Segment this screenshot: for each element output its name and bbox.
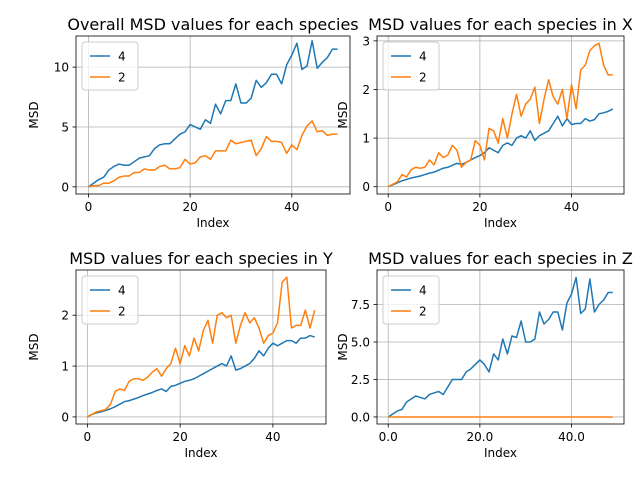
z-title: MSD values for each species in Z (368, 249, 633, 268)
x-ytick-label: 0 (362, 180, 370, 194)
z-legend: 42 (382, 275, 440, 325)
overall-series-line-2 (88, 120, 338, 188)
overall-legend-label-4: 4 (118, 50, 126, 64)
x-xtick-label: 0 (384, 200, 392, 214)
y-xtick-label: 20 (172, 430, 187, 444)
x-legend-label-4: 4 (419, 50, 427, 64)
y-xlabel: Index (184, 446, 217, 460)
z-ytick-label: 5.0 (351, 335, 370, 349)
x-ytick-label: 1 (362, 132, 370, 146)
subplot-y: 0 20 40 0 1 2 MSD values for each species in Y… (27, 249, 333, 460)
y-ytick-label: 2 (61, 309, 69, 323)
z-ytick-label: 0.0 (351, 410, 370, 424)
overall-legend-box (81, 41, 139, 91)
overall-xtick-label: 20 (182, 200, 197, 214)
overall-axes-frame (75, 35, 351, 195)
y-xtick-label: 40 (265, 430, 280, 444)
z-series-line-4 (387, 276, 613, 418)
z-ytick-label: 7.5 (351, 298, 370, 312)
y-ytick-label: 1 (61, 360, 69, 374)
z-axes-frame (376, 269, 625, 425)
z-ytick-label: 2.5 (351, 373, 370, 387)
overall-ytick-label: 5 (61, 120, 69, 134)
z-legend-label-4: 4 (419, 284, 427, 298)
y-legend: 42 (81, 275, 139, 325)
overall-title: Overall MSD values for each species (67, 15, 358, 34)
y-series-line-2 (86, 276, 316, 418)
z-xlabel: Index (484, 446, 517, 460)
y-title: MSD values for each species in Y (69, 249, 333, 268)
x-title: MSD values for each species in X (368, 15, 633, 34)
overall-xlabel: Index (196, 216, 229, 230)
subplot-overall: 0 20 40 0 5 10 Overall MSD values for each spe… (27, 15, 359, 230)
z-xtick-label: 20.0 (467, 430, 494, 444)
z-legend-box (382, 275, 440, 325)
x-ytick-label: 3 (362, 34, 370, 48)
overall-ylabel: MSD (27, 101, 41, 128)
x-series-line-4 (387, 108, 614, 188)
z-legend-label-2: 2 (419, 305, 427, 319)
y-ytick-label: 0 (61, 410, 69, 424)
y-legend-label-2: 2 (118, 305, 126, 319)
overall-ytick-label: 0 (61, 180, 69, 194)
x-ytick-label: 2 (362, 83, 370, 97)
z-ylabel: MSD (336, 333, 350, 360)
y-axes-frame (75, 269, 327, 425)
overall-xtick-label: 40 (284, 200, 299, 214)
x-xtick-label: 40 (564, 200, 579, 214)
x-xtick-label: 20 (472, 200, 487, 214)
x-axes-frame (376, 35, 625, 195)
x-legend: 42 (382, 41, 440, 91)
y-legend-label-4: 4 (118, 284, 126, 298)
y-xtick-label: 0 (84, 430, 92, 444)
overall-legend: 42 (81, 41, 139, 91)
x-ylabel: MSD (336, 101, 350, 128)
y-series-line-4 (86, 334, 315, 418)
y-ylabel: MSD (27, 333, 41, 360)
overall-xtick-label: 0 (85, 200, 93, 214)
y-legend-box (81, 275, 139, 325)
overall-legend-label-2: 2 (118, 71, 126, 85)
x-xlabel: Index (484, 216, 517, 230)
z-xtick-label: 0.0 (379, 430, 398, 444)
x-legend-box (382, 41, 440, 91)
x-series-line-2 (387, 42, 613, 188)
x-legend-label-2: 2 (419, 71, 427, 85)
subplot-z: 0.0 20.0 40.0 0.0 2.5 5.0 7.5 MSD values for ea… (336, 249, 633, 460)
z-xtick-label: 40.0 (558, 430, 585, 444)
overall-series-line-4 (88, 40, 338, 188)
overall-ytick-label: 10 (54, 61, 69, 75)
